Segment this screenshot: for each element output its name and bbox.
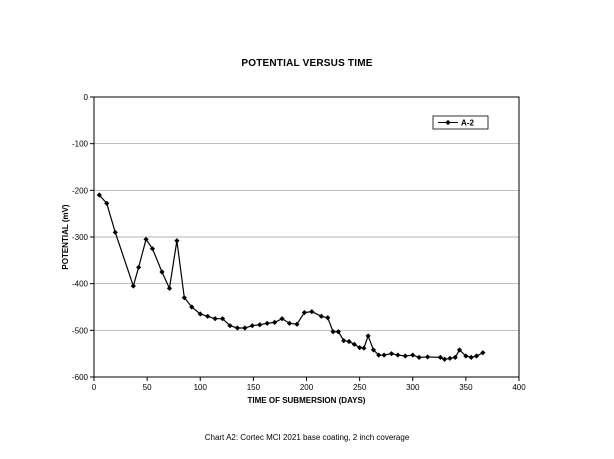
data-point-marker [149,246,156,252]
y-tick-label: -400 [72,280,89,289]
data-point-marker [264,320,270,326]
data-point-marker [463,353,469,359]
y-tick-label: -100 [72,140,89,149]
x-axis-ticks: 0 50 100 150 200 250 300 350 400 [92,377,526,392]
data-point-marker [143,236,149,242]
x-tick-label: 250 [353,383,367,392]
legend-entry-label: A-2 [461,119,474,128]
x-tick-label: 300 [406,383,420,392]
data-point-marker [335,329,341,335]
data-point-marker [325,315,331,321]
data-point-marker [370,347,377,353]
data-point-marker [416,354,422,360]
data-point-marker [351,341,357,347]
x-axis-label: TIME OF SUBMERSION (DAYS) [248,396,366,405]
data-point-marker [189,304,195,310]
x-tick-label: 350 [459,383,473,392]
y-axis-ticks: 0 -100 -200 -300 -400 -500 -600 [72,93,94,382]
series-layer [96,192,486,362]
data-point-marker [341,338,347,344]
data-point-marker [279,316,285,322]
data-point-marker [309,309,315,315]
data-point-marker [365,333,371,339]
data-point-marker [346,338,352,345]
y-tick-label: -200 [72,186,89,195]
x-tick-label: 0 [92,383,97,392]
data-point-marker [376,352,382,358]
data-point-marker [473,353,480,359]
data-point-marker [197,311,203,317]
data-point-marker [234,325,241,331]
y-axis-label: POTENTIAL (mV) [61,204,70,270]
data-point-marker [425,354,431,360]
x-tick-label: 150 [247,383,261,392]
y-tick-label: -500 [72,326,89,335]
x-tick-label: 100 [194,383,208,392]
data-point-marker [130,283,136,289]
legend-diamond-marker [445,119,451,126]
legend: A-2 [432,115,489,130]
data-point-marker [159,269,165,275]
x-tick-label: 200 [300,383,314,392]
data-point-marker [286,320,293,326]
data-point-marker [410,352,416,358]
data-point-marker [112,229,118,235]
data-point-marker [361,345,367,351]
data-point-marker [442,356,448,362]
data-point-marker [136,264,142,270]
data-point-marker [388,351,395,357]
chart-caption: Chart A2: Cortec MCI 2021 base coating, … [204,433,410,442]
data-point-marker [205,313,211,319]
x-tick-label: 400 [512,383,526,392]
gridlines [94,143,519,331]
data-point-marker [301,310,307,316]
data-point-marker [181,295,187,301]
data-point-marker [447,355,453,361]
data-point-marker [272,319,278,325]
chart-title: POTENTIAL VERSUS TIME [241,58,373,69]
y-tick-label: 0 [84,93,89,102]
data-point-marker [437,354,443,360]
data-point-marker [227,323,233,329]
data-point-marker [104,200,110,206]
data-point-marker [96,192,102,198]
data-point-marker [219,316,226,322]
data-point-marker [468,354,474,360]
series-line [98,194,484,360]
data-point-marker [318,313,324,319]
data-point-marker [294,321,300,327]
data-point-marker [381,352,387,358]
y-tick-label: -600 [72,373,89,382]
data-point-marker [480,350,486,356]
data-point-marker [357,345,363,351]
y-tick-label: -300 [72,233,89,242]
data-point-marker [452,354,458,360]
data-point-marker [212,316,218,322]
data-point-marker [330,329,336,335]
data-point-marker [456,347,463,353]
data-point-marker [166,285,173,291]
data-point-marker [174,238,180,244]
data-point-marker [395,352,401,358]
data-point-marker [242,325,248,331]
data-point-marker [249,323,255,329]
data-point-marker [402,353,408,359]
x-tick-label: 50 [143,383,152,392]
legend-box [432,115,489,130]
data-point-marker [257,322,263,328]
